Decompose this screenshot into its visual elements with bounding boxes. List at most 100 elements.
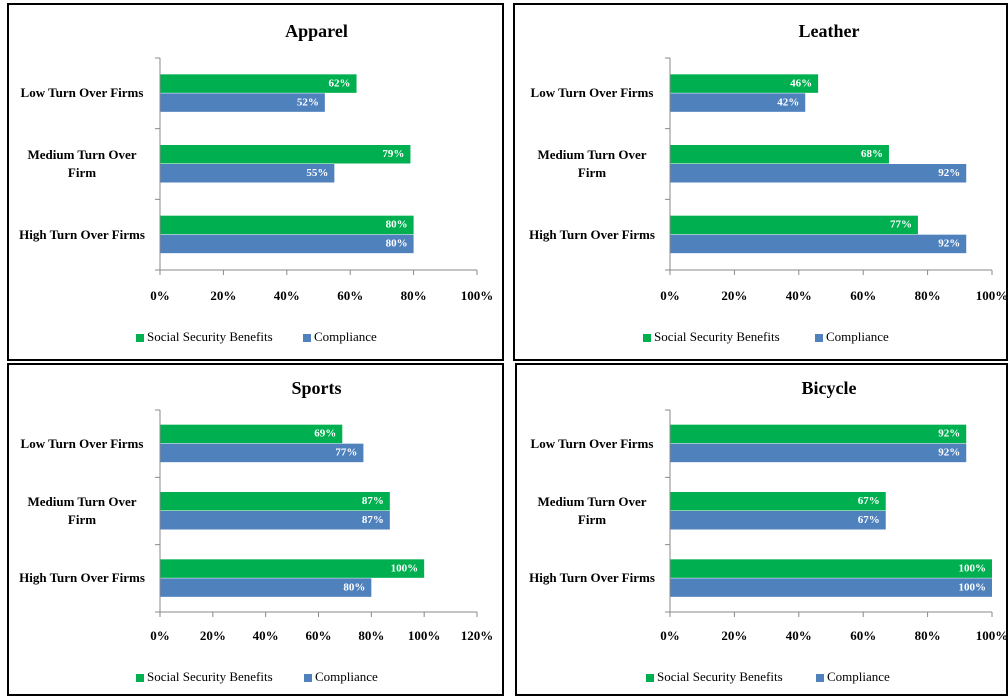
- category-label-box: High Turn Over Firms: [19, 570, 145, 586]
- legend-label: Social Security Benefits: [654, 329, 780, 344]
- bar: [160, 424, 343, 444]
- legend-label: Compliance: [314, 329, 377, 344]
- bar: [160, 164, 335, 183]
- x-tick-label: 20%: [721, 288, 747, 303]
- bar: [670, 164, 967, 183]
- legend-label: Social Security Benefits: [657, 669, 783, 684]
- value-label: 79%: [382, 148, 404, 160]
- x-tick-label: 60%: [850, 288, 876, 303]
- x-tick-label: 40%: [253, 628, 279, 643]
- x-tick-label: 40%: [786, 288, 812, 303]
- bar: [670, 215, 918, 235]
- x-tick-label: 40%: [786, 628, 812, 643]
- x-tick-label: 0%: [150, 628, 170, 643]
- bar: [160, 93, 325, 112]
- bar: [670, 145, 889, 164]
- value-label: 69%: [314, 428, 336, 440]
- chart-panel: Apparel 0% 20% 40% 60% 80% 100% Low Turn Over F…: [7, 3, 504, 361]
- bar: [160, 145, 411, 164]
- bar: [670, 511, 886, 530]
- bar: [160, 578, 372, 597]
- bar: [670, 424, 967, 444]
- bar: [670, 234, 967, 254]
- bar: [670, 492, 886, 511]
- y-tick-label: Low Turn Over Firms: [20, 435, 144, 451]
- y-tick-label: High Turn Over Firms: [529, 226, 655, 242]
- value-label: 46%: [790, 77, 812, 89]
- value-label: 92%: [938, 238, 960, 250]
- y-tick-label: Medium Turn Over Firm: [27, 146, 137, 180]
- legend-swatch: [646, 674, 654, 682]
- value-label: 80%: [386, 238, 408, 250]
- legend-swatch: [815, 334, 823, 342]
- y-tick-label: Low Turn Over Firms: [20, 85, 144, 101]
- x-tick-label: 60%: [337, 288, 363, 303]
- x-tick-label: 120%: [461, 628, 494, 643]
- y-tick-label: Medium Turn Over Firm: [537, 146, 647, 180]
- legend-swatch: [816, 674, 824, 682]
- x-tick-label: 0%: [660, 628, 680, 643]
- category-label-box: Medium Turn Over Firm: [27, 146, 137, 180]
- bar: [670, 443, 967, 463]
- value-label: 42%: [777, 96, 799, 108]
- bar: [160, 492, 390, 511]
- legend-swatch: [136, 334, 144, 342]
- value-label: 100%: [391, 562, 419, 574]
- x-tick-label: 60%: [306, 628, 332, 643]
- bar: [160, 559, 425, 578]
- y-tick-label: Medium Turn Over Firm: [27, 493, 137, 527]
- bar: [160, 443, 364, 463]
- value-label: 67%: [858, 514, 880, 526]
- bar: [670, 74, 819, 93]
- x-tick-label: 100%: [408, 628, 441, 643]
- legend-swatch: [136, 674, 144, 682]
- x-tick-label: 80%: [358, 628, 384, 643]
- bar: [160, 74, 357, 93]
- y-tick-label: Medium Turn Over Firm: [537, 493, 647, 527]
- x-tick-label: 80%: [915, 628, 941, 643]
- category-label-box: Low Turn Over Firms: [20, 85, 144, 101]
- x-tick-label: 100%: [976, 628, 1008, 643]
- x-tick-label: 100%: [461, 288, 494, 303]
- legend-swatch: [643, 334, 651, 342]
- x-tick-label: 60%: [850, 628, 876, 643]
- chart-panel: Sports 0% 20% 40% 60% 80% 100% 120% Low Turn Ove…: [7, 363, 504, 696]
- y-tick-label: Low Turn Over Firms: [530, 85, 654, 101]
- bar: [670, 559, 992, 578]
- category-label-box: High Turn Over Firms: [19, 226, 145, 242]
- x-tick-label: 20%: [200, 628, 226, 643]
- value-label: 100%: [959, 562, 987, 574]
- legend-label: Compliance: [826, 329, 889, 344]
- value-label: 87%: [362, 495, 384, 507]
- y-tick-label: High Turn Over Firms: [19, 226, 145, 242]
- bar: [160, 215, 414, 235]
- category-label-box: Low Turn Over Firms: [530, 85, 654, 101]
- x-tick-label: 80%: [915, 288, 941, 303]
- value-label: 80%: [343, 581, 365, 593]
- category-label-box: Medium Turn Over Firm: [27, 493, 137, 527]
- category-label-box: Low Turn Over Firms: [531, 436, 654, 451]
- value-label: 52%: [297, 96, 319, 108]
- legend-label: Social Security Benefits: [147, 329, 273, 344]
- y-tick-label: High Turn Over Firms: [529, 570, 655, 586]
- value-label: 100%: [959, 581, 987, 593]
- chart-title: Apparel: [285, 21, 348, 41]
- value-label: 92%: [938, 167, 960, 179]
- chart-title: Bicycle: [802, 378, 857, 398]
- bar: [160, 511, 390, 530]
- category-label-box: Medium Turn Over Firm: [537, 146, 647, 180]
- x-tick-label: 20%: [210, 288, 236, 303]
- legend-label: Social Security Benefits: [147, 669, 273, 684]
- y-tick-label: High Turn Over Firms: [19, 570, 145, 586]
- legend-swatch: [303, 334, 311, 342]
- category-label-box: High Turn Over Firms: [529, 570, 655, 586]
- value-label: 68%: [861, 148, 883, 160]
- x-tick-label: 0%: [660, 288, 680, 303]
- value-label: 67%: [858, 495, 880, 507]
- chart-title: Leather: [799, 21, 860, 41]
- category-label-box: High Turn Over Firms: [529, 226, 655, 242]
- value-label: 55%: [306, 167, 328, 179]
- x-tick-label: 0%: [150, 288, 170, 303]
